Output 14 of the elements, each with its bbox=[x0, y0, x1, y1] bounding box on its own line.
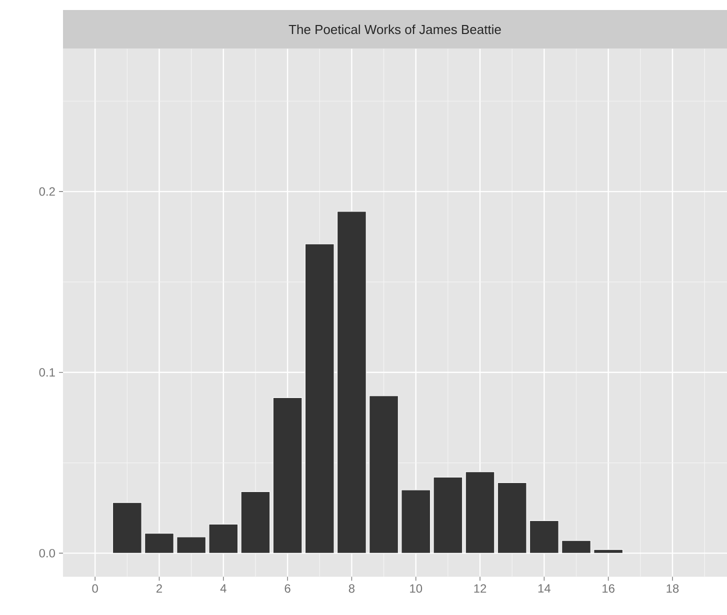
x-tick-label: 6 bbox=[284, 584, 290, 593]
x-tick-label: 0 bbox=[92, 584, 98, 593]
x-tick-label: 4 bbox=[220, 584, 226, 592]
x-tick-label: 12 bbox=[474, 584, 486, 593]
x-tick-label: 16 bbox=[602, 584, 614, 593]
x-tick-label: 2 bbox=[156, 584, 162, 593]
x-tick-label: 14 bbox=[538, 584, 550, 592]
x-tick-label: 18 bbox=[666, 584, 679, 593]
y-tick-label: 0.0 bbox=[39, 548, 56, 558]
x-tick-label: 8 bbox=[348, 584, 355, 593]
y-tick-label: 0.1 bbox=[39, 368, 55, 377]
y-tick-label: 0.2 bbox=[39, 187, 55, 196]
x-tick-label: 10 bbox=[410, 584, 422, 593]
chart-title: The Poetical Works of James Beattie bbox=[288, 24, 501, 34]
